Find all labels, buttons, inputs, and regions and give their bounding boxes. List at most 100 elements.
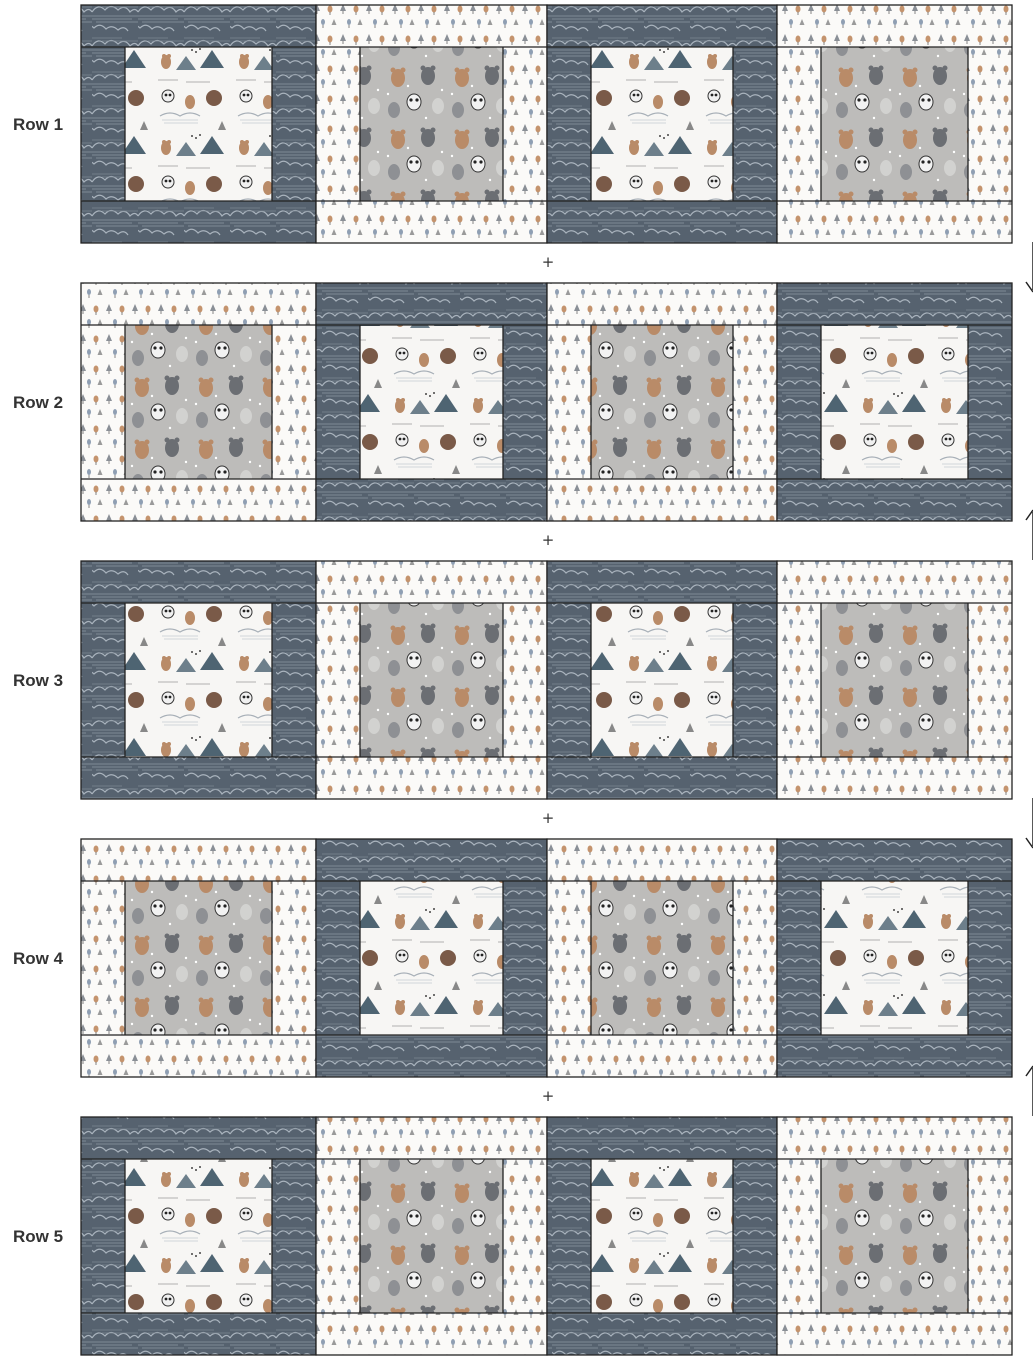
block-left-strip: [316, 881, 360, 1035]
quilt-block: [546, 1116, 778, 1356]
block-left-strip: [316, 603, 360, 757]
block-bottom-strip: [316, 1313, 547, 1355]
block-center-square: [125, 47, 272, 201]
block-bottom-strip: [81, 479, 316, 521]
block-center-square: [125, 603, 272, 757]
quilt-block: [776, 282, 1013, 522]
block-center-square: [591, 325, 733, 479]
block-outline: [776, 560, 1013, 800]
block-top-strip: [547, 5, 777, 47]
quilt-row-2: [80, 282, 1013, 522]
quilt-block: [315, 838, 548, 1078]
block-left-strip: [81, 603, 125, 757]
block-outline: [776, 282, 1013, 522]
block-top-strip: [81, 5, 316, 47]
press-up-arrow-icon: [1025, 1065, 1033, 1116]
row-label: Row 4: [13, 949, 64, 968]
block-bottom-strip: [81, 757, 316, 799]
block-top-strip: [316, 561, 547, 603]
quilt-block: [776, 4, 1013, 244]
block-top-strip: [81, 839, 316, 881]
quilt-block: [315, 560, 548, 800]
block-outline: [776, 4, 1013, 244]
block-outline: [776, 838, 1013, 1078]
block-center-square: [821, 1159, 968, 1313]
block-center-square: [821, 325, 968, 479]
block-right-strip: [503, 881, 547, 1035]
block-top-strip: [547, 1117, 777, 1159]
quilt-block: [80, 838, 317, 1078]
block-center-square: [591, 1159, 733, 1313]
block-left-strip: [316, 1159, 360, 1313]
quilt-block: [546, 560, 778, 800]
quilt-row-4: [80, 838, 1013, 1078]
block-left-strip: [81, 881, 125, 1035]
block-center-square: [591, 881, 733, 1035]
block-bottom-strip: [81, 1313, 316, 1355]
quilt-block: [315, 4, 548, 244]
block-top-strip: [316, 283, 547, 325]
block-top-strip: [316, 1117, 547, 1159]
block-top-strip: [777, 283, 1012, 325]
block-bottom-strip: [316, 479, 547, 521]
block-top-strip: [547, 561, 777, 603]
block-bottom-strip: [316, 1035, 547, 1077]
block-bottom-strip: [547, 1313, 777, 1355]
block-right-strip: [733, 325, 777, 479]
block-center-square: [360, 603, 503, 757]
block-bottom-strip: [81, 201, 316, 243]
block-top-strip: [81, 1117, 316, 1159]
block-right-strip: [503, 1159, 547, 1313]
quilt-row-1: [80, 4, 1013, 244]
block-right-strip: [503, 47, 547, 201]
block-top-strip: [316, 839, 547, 881]
block-right-strip: [733, 603, 777, 757]
block-center-square: [591, 603, 733, 757]
block-bottom-strip: [81, 1035, 316, 1077]
block-bottom-strip: [777, 479, 1012, 521]
plus-sign: +: [542, 809, 555, 827]
block-right-strip: [272, 603, 316, 757]
block-top-strip: [547, 839, 777, 881]
block-left-strip: [547, 47, 591, 201]
block-left-strip: [81, 47, 125, 201]
block-right-strip: [503, 325, 547, 479]
block-left-strip: [547, 325, 591, 479]
block-outline: [776, 1116, 1013, 1356]
block-right-strip: [272, 1159, 316, 1313]
row-label: Row 5: [13, 1227, 63, 1246]
block-left-strip: [81, 325, 125, 479]
block-bottom-strip: [547, 201, 777, 243]
block-left-strip: [547, 603, 591, 757]
block-left-strip: [777, 1159, 821, 1313]
block-bottom-strip: [777, 757, 1012, 799]
quilt-block: [80, 560, 317, 800]
block-right-strip: [733, 881, 777, 1035]
block-right-strip: [733, 1159, 777, 1313]
block-center-square: [591, 47, 733, 201]
block-top-strip: [777, 561, 1012, 603]
block-top-strip: [547, 283, 777, 325]
block-bottom-strip: [777, 1313, 1012, 1355]
block-left-strip: [777, 603, 821, 757]
row-label: Row 2: [13, 393, 63, 412]
quilt-block: [546, 838, 778, 1078]
block-left-strip: [777, 881, 821, 1035]
block-top-strip: [777, 5, 1012, 47]
block-bottom-strip: [777, 201, 1012, 243]
block-left-strip: [316, 325, 360, 479]
block-center-square: [125, 881, 272, 1035]
block-right-strip: [968, 881, 1012, 1035]
block-top-strip: [777, 1117, 1012, 1159]
block-right-strip: [272, 325, 316, 479]
block-left-strip: [547, 1159, 591, 1313]
quilt-block: [80, 282, 317, 522]
quilt-block: [776, 838, 1013, 1078]
quilt-block: [80, 1116, 317, 1356]
block-top-strip: [777, 839, 1012, 881]
quilt-block: [315, 282, 548, 522]
block-bottom-strip: [777, 1035, 1012, 1077]
quilt-row-5: [80, 1116, 1013, 1356]
block-right-strip: [968, 325, 1012, 479]
